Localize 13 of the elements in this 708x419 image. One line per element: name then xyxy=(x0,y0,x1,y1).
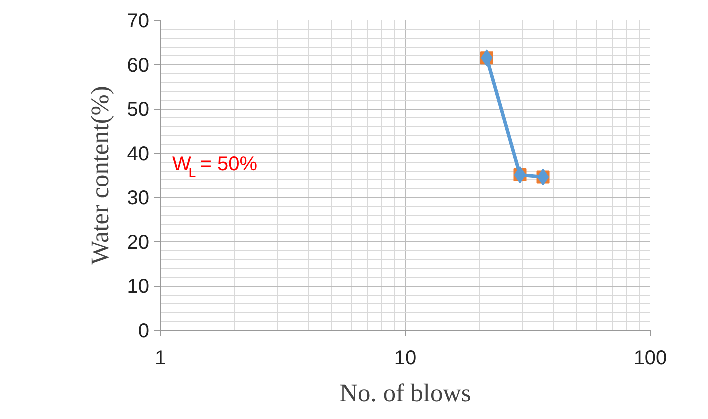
x-tick-label: 100 xyxy=(634,348,668,370)
y-tick-label: 40 xyxy=(127,143,150,166)
y-tick-label: 50 xyxy=(127,99,150,122)
x-tick-label: 10 xyxy=(394,348,417,370)
x-tick-label: 1 xyxy=(154,348,166,370)
y-tick-label: 60 xyxy=(127,54,150,77)
y-axis-title: Water content(%) xyxy=(86,86,114,265)
x-axis-title: No. of blows xyxy=(340,380,472,408)
y-tick-label: 20 xyxy=(127,232,150,254)
y-tick-label: 0 xyxy=(138,320,150,342)
y-tick-label: 10 xyxy=(127,276,150,298)
y-tick-label: 70 xyxy=(127,10,150,32)
y-tick-label: 30 xyxy=(127,188,150,210)
